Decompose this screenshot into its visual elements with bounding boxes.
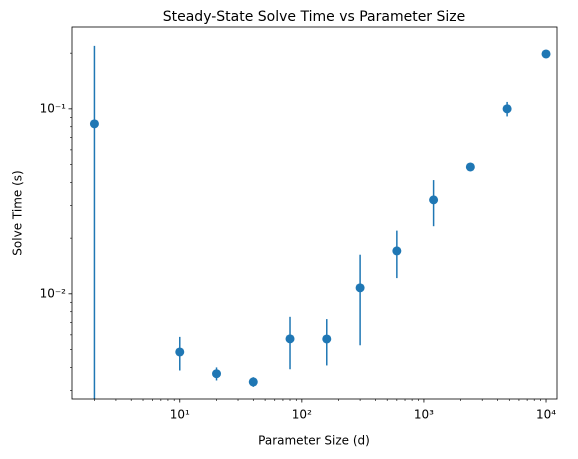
axes-frame xyxy=(71,26,558,400)
point xyxy=(355,283,365,293)
plot-area xyxy=(89,45,551,399)
y-axis-label: Solve Time (s) xyxy=(11,170,25,255)
point xyxy=(285,334,295,344)
point xyxy=(212,369,222,379)
point xyxy=(175,347,185,357)
point xyxy=(89,119,99,129)
x-axis-label: Parameter Size (d) xyxy=(258,434,370,448)
x-tick-label: 10⁴ xyxy=(536,408,556,422)
point xyxy=(502,104,512,114)
point xyxy=(392,246,402,256)
chart-title: Steady-State Solve Time vs Parameter Siz… xyxy=(163,9,466,25)
point xyxy=(248,377,258,387)
point xyxy=(541,49,551,59)
x-tick-label: 10³ xyxy=(414,408,434,422)
x-tick-label: 10¹ xyxy=(170,408,190,422)
point xyxy=(465,162,475,172)
y-tick-label: 10⁻² xyxy=(40,286,67,300)
x-tick-label: 10² xyxy=(292,408,312,422)
point xyxy=(429,195,439,205)
y-tick-label: 10⁻¹ xyxy=(40,101,67,115)
point xyxy=(322,334,332,344)
